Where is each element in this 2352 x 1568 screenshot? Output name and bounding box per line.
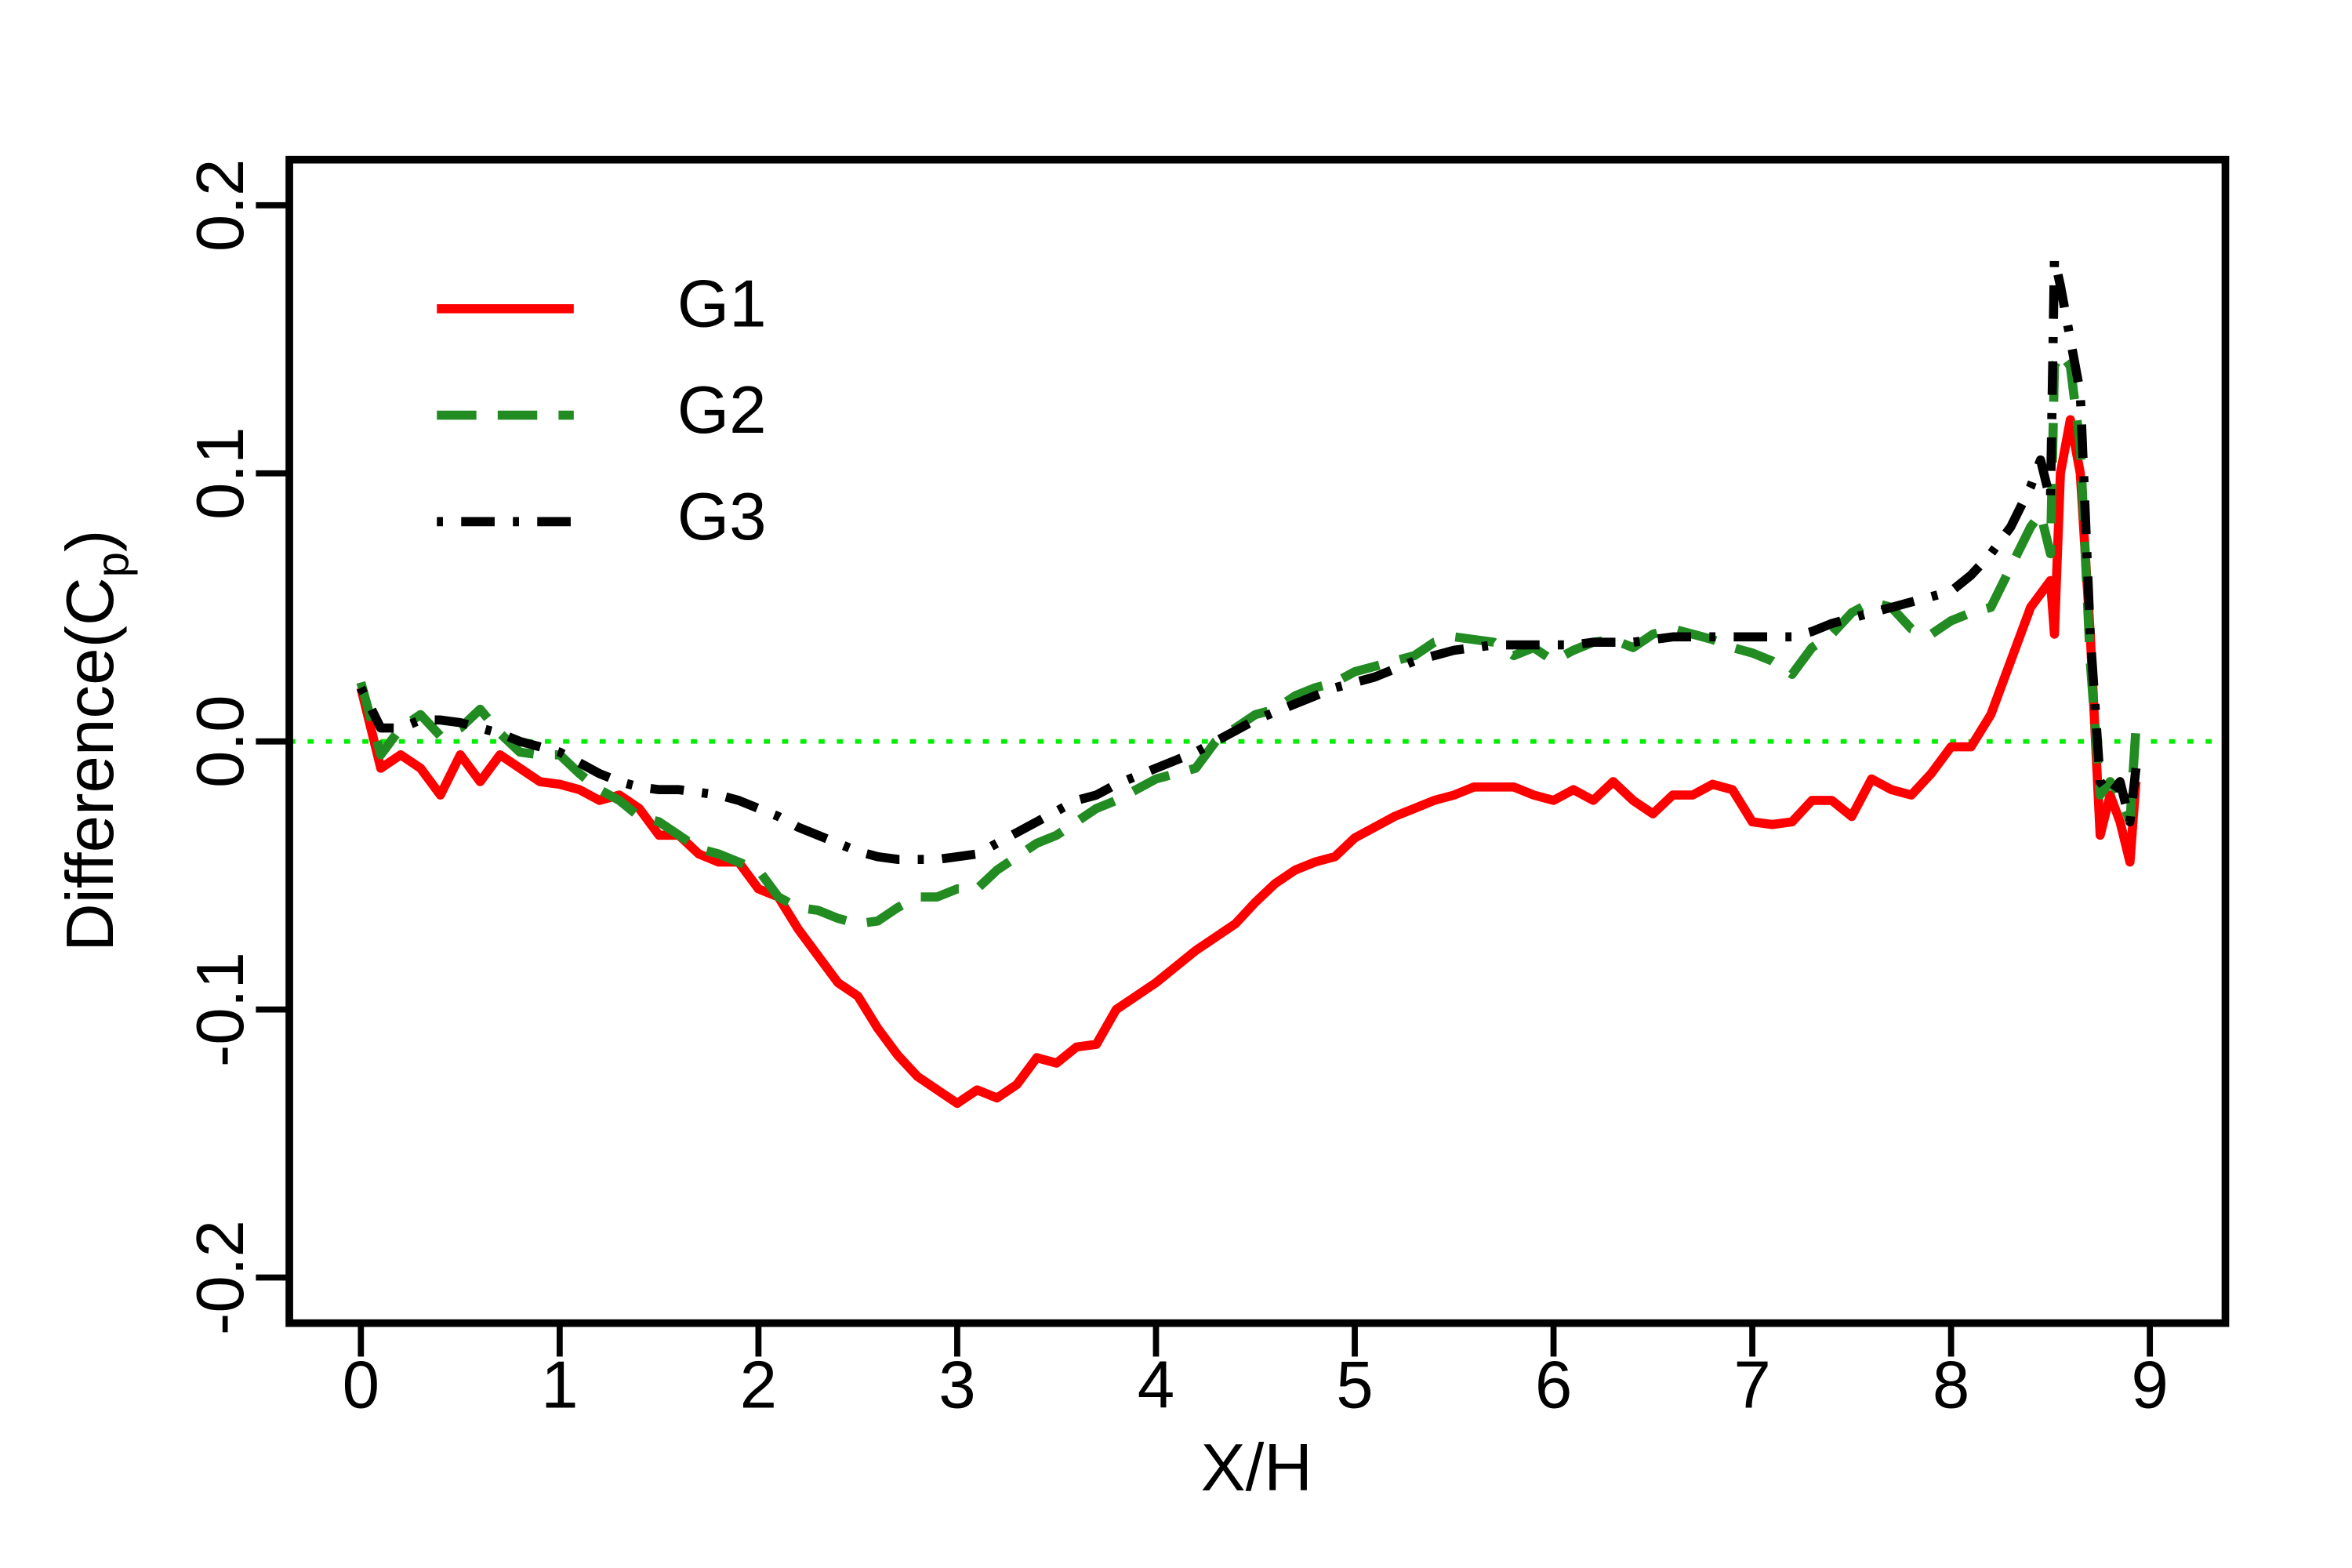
- y-tick-label: 0.1: [183, 426, 258, 520]
- legend-label: G3: [677, 480, 767, 554]
- y-axis-label-sub: p: [87, 552, 138, 577]
- plot-frame: [285, 155, 2230, 1327]
- legend-label: G1: [677, 267, 767, 341]
- x-tick-label: 0: [343, 1348, 379, 1423]
- y-tick-label: 0.0: [183, 695, 258, 788]
- y-axis-label-main: Difference(C: [53, 577, 128, 951]
- x-tick-label: 2: [740, 1348, 777, 1423]
- y-tick-label: 0.2: [183, 158, 258, 252]
- x-tick-label: 4: [1138, 1348, 1174, 1423]
- x-axis-label: X/H: [1201, 1431, 1312, 1505]
- data-line: [356, 415, 2141, 1109]
- y-tick-label: -0.2: [183, 1220, 258, 1335]
- data-line: [356, 348, 2141, 929]
- x-tick-label: 8: [1933, 1348, 1969, 1423]
- x-tick-label: 5: [1336, 1348, 1373, 1423]
- y-tick-label: -0.1: [183, 952, 258, 1067]
- x-tick-label: 3: [938, 1348, 975, 1423]
- y-axis-label: Difference(Cp): [53, 530, 138, 952]
- y-axis-label-close: ): [53, 530, 128, 552]
- x-tick-label: 6: [1535, 1348, 1572, 1423]
- x-tick-label: 9: [2131, 1348, 2168, 1423]
- legend-label: G2: [677, 373, 767, 448]
- x-tick-label: 7: [1733, 1348, 1770, 1423]
- data-line: [357, 254, 2141, 864]
- x-tick-label: 1: [541, 1348, 578, 1423]
